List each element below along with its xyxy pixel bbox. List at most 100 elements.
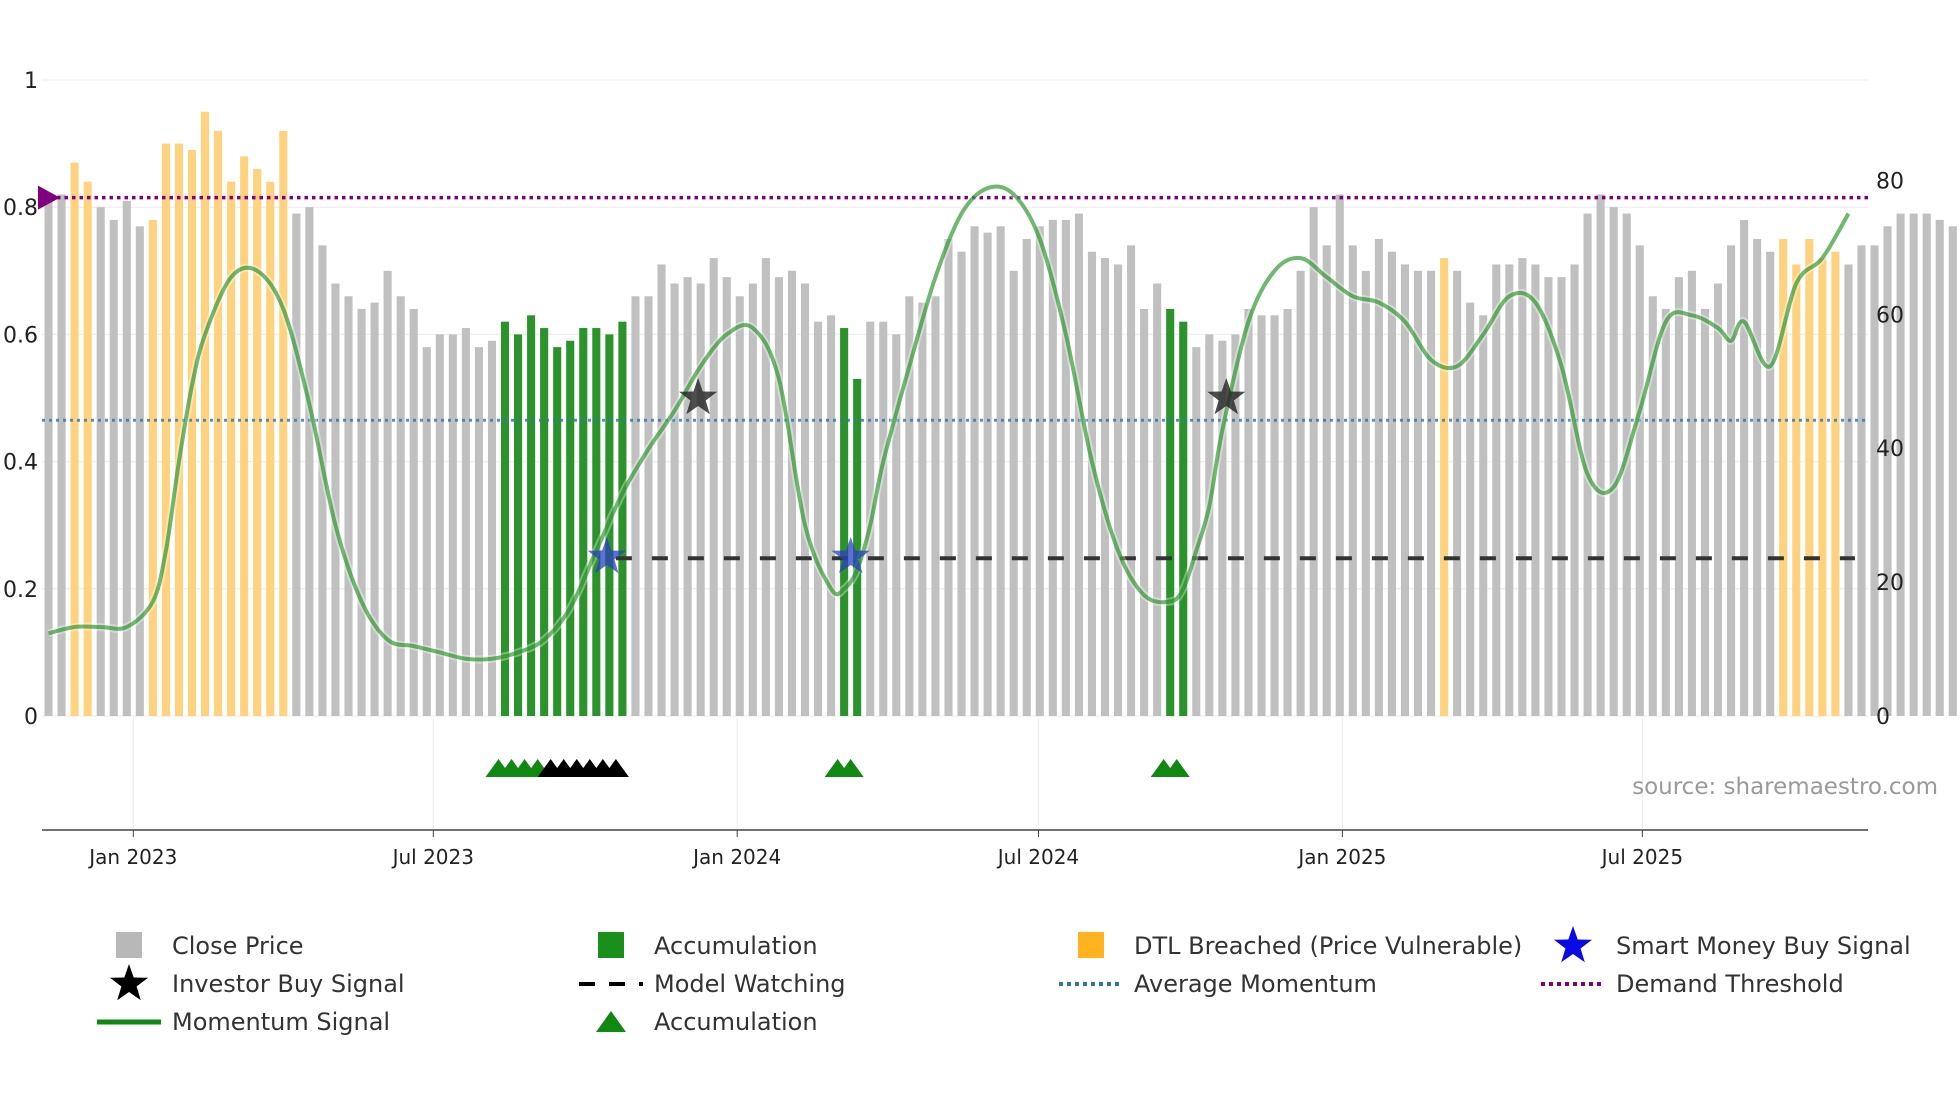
x-tick-label: Jul 2023 bbox=[391, 845, 474, 869]
close-price-bar bbox=[957, 251, 966, 716]
close-price-bar bbox=[57, 194, 66, 717]
close-price-bar bbox=[1427, 270, 1436, 716]
dtl-breached-bar bbox=[1818, 258, 1827, 716]
legend-label: Momentum Signal bbox=[172, 1008, 390, 1036]
close-price-bar bbox=[474, 347, 483, 716]
close-price-bar bbox=[422, 347, 431, 716]
right-tick-label: 60 bbox=[1876, 303, 1904, 328]
left-tick-label: 1 bbox=[24, 69, 38, 94]
demand-threshold-marker bbox=[38, 185, 60, 210]
close-price-bar bbox=[1896, 213, 1905, 716]
close-price-bar bbox=[1218, 340, 1227, 716]
close-price-bar bbox=[305, 207, 314, 716]
close-price-bar bbox=[1322, 245, 1331, 717]
close-price-bar bbox=[1596, 194, 1605, 717]
close-price-bar bbox=[1557, 277, 1566, 716]
close-price-bar bbox=[748, 283, 757, 716]
close-price-bar bbox=[1570, 264, 1579, 716]
momentum-signal-line bbox=[48, 184, 1851, 662]
close-price-bar bbox=[1348, 245, 1357, 717]
close-price-bar bbox=[735, 296, 744, 716]
accumulation-bar bbox=[540, 328, 549, 716]
close-price-bar bbox=[1400, 264, 1410, 716]
close-price-bar bbox=[109, 219, 118, 717]
dtl-breached-bar bbox=[1792, 264, 1801, 716]
accumulation-triangle-icon bbox=[1163, 759, 1190, 777]
close-price-bar bbox=[722, 277, 731, 716]
accumulation-bar bbox=[853, 378, 862, 716]
accumulation-bar bbox=[840, 328, 849, 716]
close-price-bar bbox=[1948, 226, 1957, 716]
x-tick-label: Jul 2025 bbox=[1600, 845, 1683, 869]
close-price-bar bbox=[1022, 239, 1031, 716]
smart-money-buy-star-icon bbox=[831, 537, 870, 574]
legend: Close Price Accumulation DTL Breached (Pri… bbox=[97, 926, 1911, 1036]
close-price-bar bbox=[892, 334, 901, 716]
close-price-bar bbox=[905, 296, 914, 716]
left-tick-label: 0.4 bbox=[3, 451, 38, 476]
close-price-bar bbox=[357, 308, 366, 716]
close-price-bar bbox=[1413, 270, 1423, 716]
close-price-bar bbox=[1374, 239, 1383, 716]
close-price-bar bbox=[1935, 219, 1944, 717]
legend-label: DTL Breached (Price Vulnerable) bbox=[1134, 932, 1522, 960]
close-price-bar bbox=[1857, 245, 1866, 717]
close-price-bar bbox=[1205, 334, 1214, 716]
close-price-bar bbox=[1283, 308, 1292, 716]
x-tick-label: Jan 2024 bbox=[691, 845, 781, 869]
lower-panel bbox=[42, 718, 1868, 837]
legend-item: Close Price bbox=[116, 932, 304, 960]
legend-square-icon bbox=[598, 932, 624, 958]
legend-item: Model Watching bbox=[579, 970, 846, 998]
dtl-breached-bar bbox=[200, 111, 210, 717]
close-price-bar bbox=[135, 226, 144, 716]
close-price-bar bbox=[1387, 251, 1396, 716]
dtl-breached-bar bbox=[1805, 239, 1814, 716]
accumulation-bar bbox=[527, 315, 536, 716]
close-price-bar bbox=[683, 277, 692, 716]
left-tick-label: 0.6 bbox=[3, 323, 38, 348]
bars-group bbox=[44, 111, 1957, 717]
close-price-bar bbox=[1687, 270, 1696, 716]
close-price-bar bbox=[918, 302, 927, 716]
legend-item: DTL Breached (Price Vulnerable) bbox=[1078, 932, 1522, 960]
close-price-bar bbox=[696, 283, 705, 716]
close-price-bar bbox=[1674, 277, 1683, 716]
close-price-bar bbox=[383, 270, 392, 716]
close-price-bar bbox=[1661, 308, 1670, 716]
dtl-breached-bar bbox=[187, 149, 197, 716]
close-price-bar bbox=[1257, 315, 1266, 716]
legend-label: Accumulation bbox=[654, 1008, 818, 1036]
dtl-breached-bar bbox=[70, 162, 79, 716]
close-price-bar bbox=[1544, 277, 1553, 716]
close-price-bar bbox=[370, 302, 379, 716]
legend-label: Demand Threshold bbox=[1616, 970, 1844, 998]
close-price-bar bbox=[1113, 264, 1123, 716]
close-price-bar bbox=[1909, 213, 1918, 716]
legend-item: Investor Buy Signal bbox=[110, 964, 405, 1001]
close-price-bar bbox=[1466, 302, 1475, 716]
accumulation-bar bbox=[514, 334, 523, 716]
accumulation-bar bbox=[1166, 308, 1175, 716]
accumulation-bar bbox=[566, 340, 575, 716]
dtl-breached-bar bbox=[174, 143, 183, 717]
axes-group: 0 0.2 0.4 0.6 0.8 1 0 20 40 60 80 Jan 2023 Jul 2023 J… bbox=[3, 69, 1904, 869]
close-price-bar bbox=[1270, 315, 1279, 716]
close-price-bar bbox=[448, 334, 457, 716]
lines-group bbox=[38, 182, 1868, 664]
close-price-bar bbox=[1127, 245, 1136, 717]
close-price-bar bbox=[1335, 194, 1344, 717]
source-label: source: sharemaestro.com bbox=[1632, 774, 1938, 800]
legend-triangle-icon bbox=[596, 1011, 626, 1032]
close-price-bar bbox=[944, 239, 953, 716]
dtl-breached-bar bbox=[1779, 239, 1788, 716]
left-tick-label: 0 bbox=[24, 705, 38, 730]
close-price-bar bbox=[1883, 226, 1892, 716]
x-tick-label: Jan 2025 bbox=[1296, 845, 1386, 869]
dtl-breached-bar bbox=[279, 130, 288, 716]
markers-group bbox=[587, 378, 1246, 574]
close-price-bar bbox=[1035, 226, 1044, 716]
close-price-bar bbox=[996, 226, 1005, 716]
investor-buy-star-icon bbox=[679, 378, 718, 415]
watching-triangle-icon bbox=[602, 759, 629, 777]
